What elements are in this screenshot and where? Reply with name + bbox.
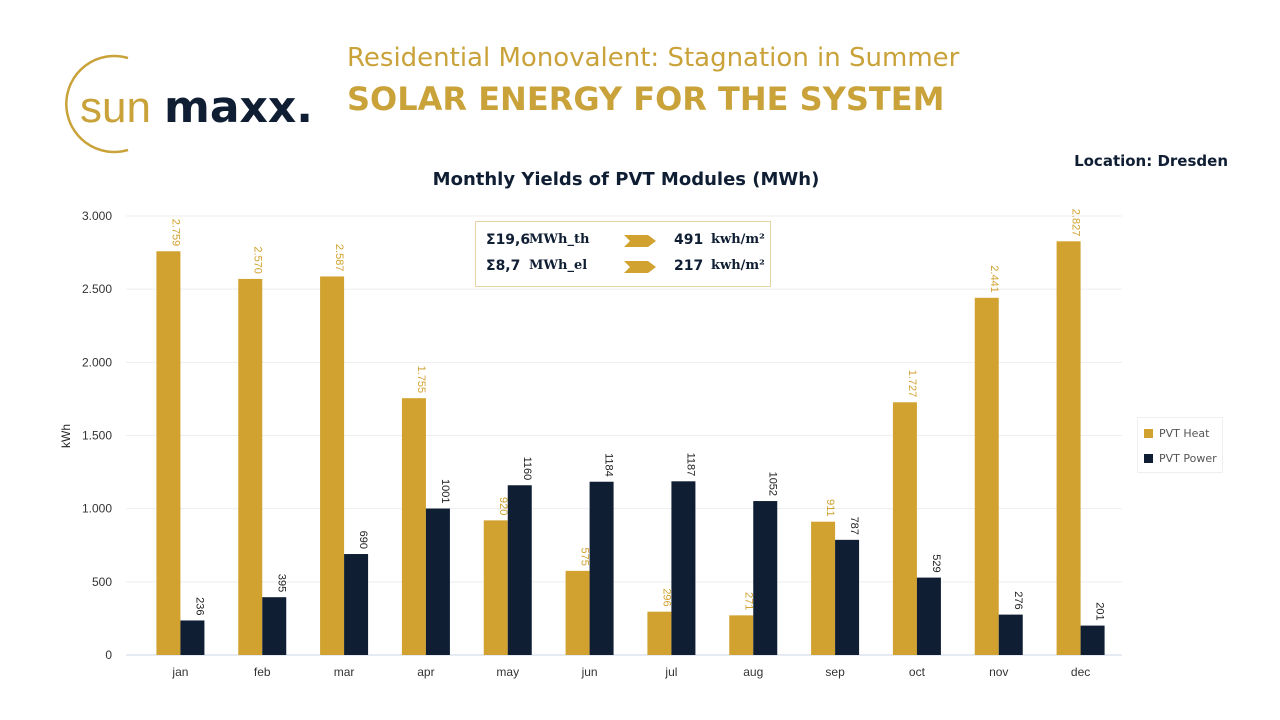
x-tick-label: sep: [825, 665, 845, 679]
data-label: 575: [579, 547, 591, 565]
x-tick-label: oct: [909, 665, 926, 679]
bar-pvt-power: [1080, 625, 1105, 655]
data-label: 911: [824, 499, 836, 517]
data-label: 2.570: [251, 246, 263, 274]
summary-box: Σ19,6 MWh_th 491 kwh/m² Σ8,7 MWh_el 217 …: [475, 221, 771, 287]
chevron-arrow-icon: [624, 261, 656, 273]
x-tick-label: jan: [171, 665, 188, 679]
x-tick-label: mar: [334, 665, 355, 679]
data-label: 1187: [684, 453, 696, 477]
logo-arc: [65, 54, 129, 154]
data-label: 271: [742, 592, 754, 610]
x-tick-label: jun: [581, 665, 598, 679]
summary-value: 491: [674, 232, 704, 248]
summary-value-unit: kwh/m²: [711, 258, 765, 273]
bar-pvt-power: [835, 539, 860, 655]
y-tick-label: 500: [92, 575, 112, 589]
bar-pvt-heat: [565, 570, 590, 655]
data-label: 1052: [766, 472, 778, 496]
location-label: Location: Dresden: [1074, 152, 1228, 170]
data-label: 395: [275, 574, 287, 592]
data-label: 787: [848, 516, 860, 534]
bar-pvt-heat: [811, 521, 836, 655]
x-tick-label: apr: [417, 665, 434, 679]
page-title: SOLAR ENERGY FOR THE SYSTEM: [347, 80, 945, 118]
data-label: 296: [660, 588, 672, 606]
bar-pvt-heat: [238, 278, 263, 655]
summary-value: 217: [674, 258, 704, 274]
logo-text-light: sun: [80, 83, 151, 132]
bar-pvt-power: [671, 481, 696, 655]
logo-text-bold: maxx.: [164, 82, 313, 133]
data-label: 1.727: [906, 370, 918, 398]
x-tick-label: feb: [254, 665, 271, 679]
bar-pvt-power: [998, 614, 1023, 655]
bar-pvt-heat: [647, 611, 672, 655]
bar-pvt-heat: [483, 520, 508, 655]
x-tick-label: nov: [989, 665, 1008, 679]
data-label: 920: [497, 497, 509, 515]
data-label: 2.441: [988, 265, 1000, 293]
bar-pvt-heat: [892, 402, 917, 655]
summary-value-unit: kwh/m²: [711, 232, 765, 247]
y-tick-label: 3.000: [82, 209, 112, 223]
bar-pvt-heat: [729, 615, 754, 655]
y-tick-label: 2.500: [82, 282, 112, 296]
legend-swatch: [1144, 429, 1153, 438]
bar-pvt-power: [753, 501, 778, 655]
y-tick-label: 0: [105, 648, 112, 662]
summary-amount: Σ19,6: [486, 232, 531, 248]
legend-item-power: PVT Power: [1144, 452, 1217, 465]
y-tick-label: 1.500: [82, 429, 112, 443]
summary-amount: Σ8,7: [486, 258, 521, 274]
y-axis-label: kWh: [59, 424, 73, 448]
summary-unit: MWh_el: [529, 258, 588, 273]
x-tick-label: may: [496, 665, 519, 679]
y-tick-label: 2.000: [82, 355, 112, 369]
chart-legend: PVT Heat PVT Power: [1137, 417, 1223, 473]
subtitle: Residential Monovalent: Stagnation in Su…: [347, 43, 960, 73]
bar-pvt-heat: [156, 251, 181, 655]
data-label: 690: [357, 531, 369, 549]
data-label: 1160: [521, 457, 533, 481]
bar-pvt-heat: [1056, 241, 1081, 655]
chart-title: Monthly Yields of PVT Modules (MWh): [432, 169, 820, 190]
chevron-arrow-icon: [624, 235, 656, 247]
bar-pvt-power: [425, 508, 450, 655]
y-tick-label: 1.000: [82, 502, 112, 516]
data-label: 201: [1094, 602, 1106, 620]
bar-pvt-power: [262, 597, 287, 655]
bar-pvt-heat: [401, 398, 426, 655]
bar-pvt-power: [916, 577, 941, 655]
data-label: 276: [1012, 591, 1024, 609]
summary-unit: MWh_th: [529, 232, 590, 247]
data-label: 1184: [603, 453, 615, 477]
x-tick-label: jul: [664, 665, 677, 679]
x-tick-label: aug: [743, 665, 763, 679]
legend-item-heat: PVT Heat: [1144, 427, 1209, 440]
bar-pvt-heat: [974, 297, 999, 655]
data-label: 1.755: [415, 366, 427, 394]
data-label: 2.759: [169, 219, 181, 247]
bar-pvt-power: [180, 620, 205, 655]
data-label: 529: [930, 554, 942, 572]
bar-pvt-power: [344, 554, 369, 655]
data-label: 2.587: [333, 244, 345, 272]
data-label: 2.827: [1070, 209, 1082, 237]
legend-label: PVT Power: [1159, 452, 1217, 465]
data-label: 1001: [439, 479, 451, 503]
bar-pvt-power: [589, 481, 614, 655]
bar-pvt-power: [507, 485, 532, 655]
legend-label: PVT Heat: [1159, 427, 1210, 440]
data-label: 236: [193, 597, 205, 615]
sunmaxx-logo: sun maxx.: [65, 54, 313, 154]
x-tick-label: dec: [1071, 665, 1090, 679]
bar-pvt-heat: [320, 276, 345, 655]
legend-swatch: [1144, 454, 1153, 463]
